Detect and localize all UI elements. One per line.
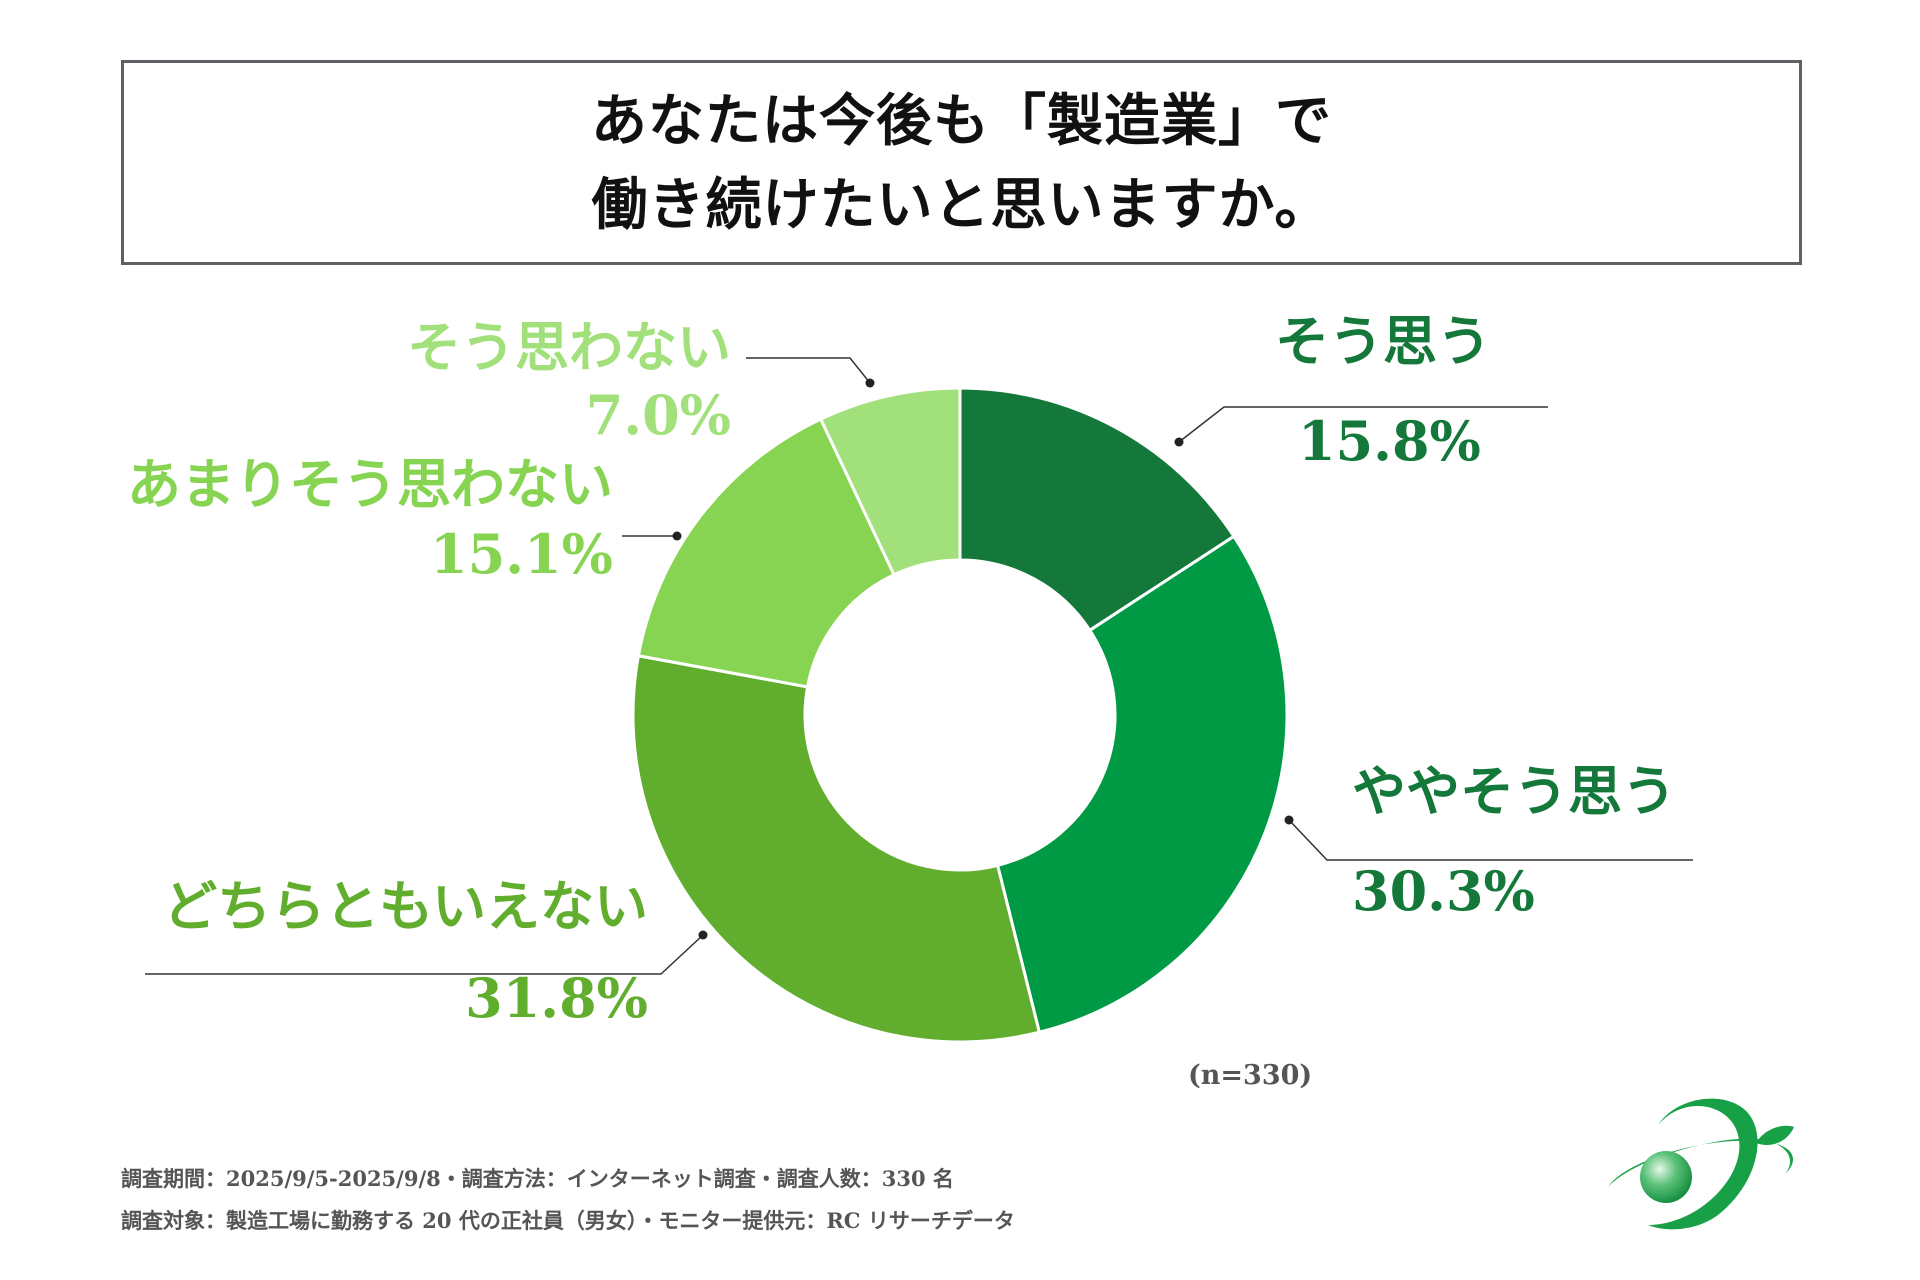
- leader-dot-4: [672, 531, 682, 541]
- leader-dot-3: [698, 930, 708, 940]
- donut-slice-5: [818, 386, 962, 577]
- leader-dot-5: [865, 378, 875, 388]
- survey-info-line-2: 調査対象：製造工場に勤務する 20 代の正社員（男女）・モニター提供元：RC リ…: [121, 1208, 1015, 1233]
- category-label-3: どちらともいえない: [163, 874, 648, 938]
- donut-slice-4: [636, 417, 896, 689]
- title-box: あなたは今後も「製造業」で 働き続けたいと思いますか。: [121, 60, 1802, 265]
- leader-line-5: [746, 357, 871, 384]
- chart-title-line-2: 働き続けたいと思いますか。: [591, 171, 1332, 238]
- leader-line-1: [1178, 406, 1548, 443]
- orbit-globe-leaf-icon: [1608, 1098, 1794, 1230]
- value-label-2: 30.3%: [1352, 859, 1535, 923]
- category-label-1: そう思う: [1275, 309, 1491, 373]
- sample-size-note: (n=330): [1188, 1060, 1313, 1091]
- category-label-4: あまりそう思わない: [127, 452, 613, 516]
- leader-dot-2: [1284, 815, 1294, 825]
- value-label-4: 15.1%: [430, 522, 613, 586]
- category-label-5: そう思わない: [407, 315, 731, 379]
- leader-line-3: [145, 934, 704, 975]
- donut-slice-2: [995, 534, 1289, 1035]
- leader-line-2: [1288, 819, 1693, 861]
- category-label-2: ややそう思う: [1352, 759, 1676, 823]
- chart-title-line-1: あなたは今後も「製造業」で: [591, 87, 1332, 154]
- value-label-5: 7.0%: [586, 383, 731, 447]
- value-label-1: 15.8%: [1298, 409, 1481, 473]
- leader-dot-1: [1174, 437, 1184, 447]
- donut-slice-1: [958, 386, 1236, 633]
- donut-slice-3: [631, 653, 1042, 1044]
- survey-info-line-1: 調査期間：2025/9/5-2025/9/8・調査方法：インターネット調査・調査…: [121, 1166, 954, 1191]
- value-label-3: 31.8%: [465, 966, 648, 1030]
